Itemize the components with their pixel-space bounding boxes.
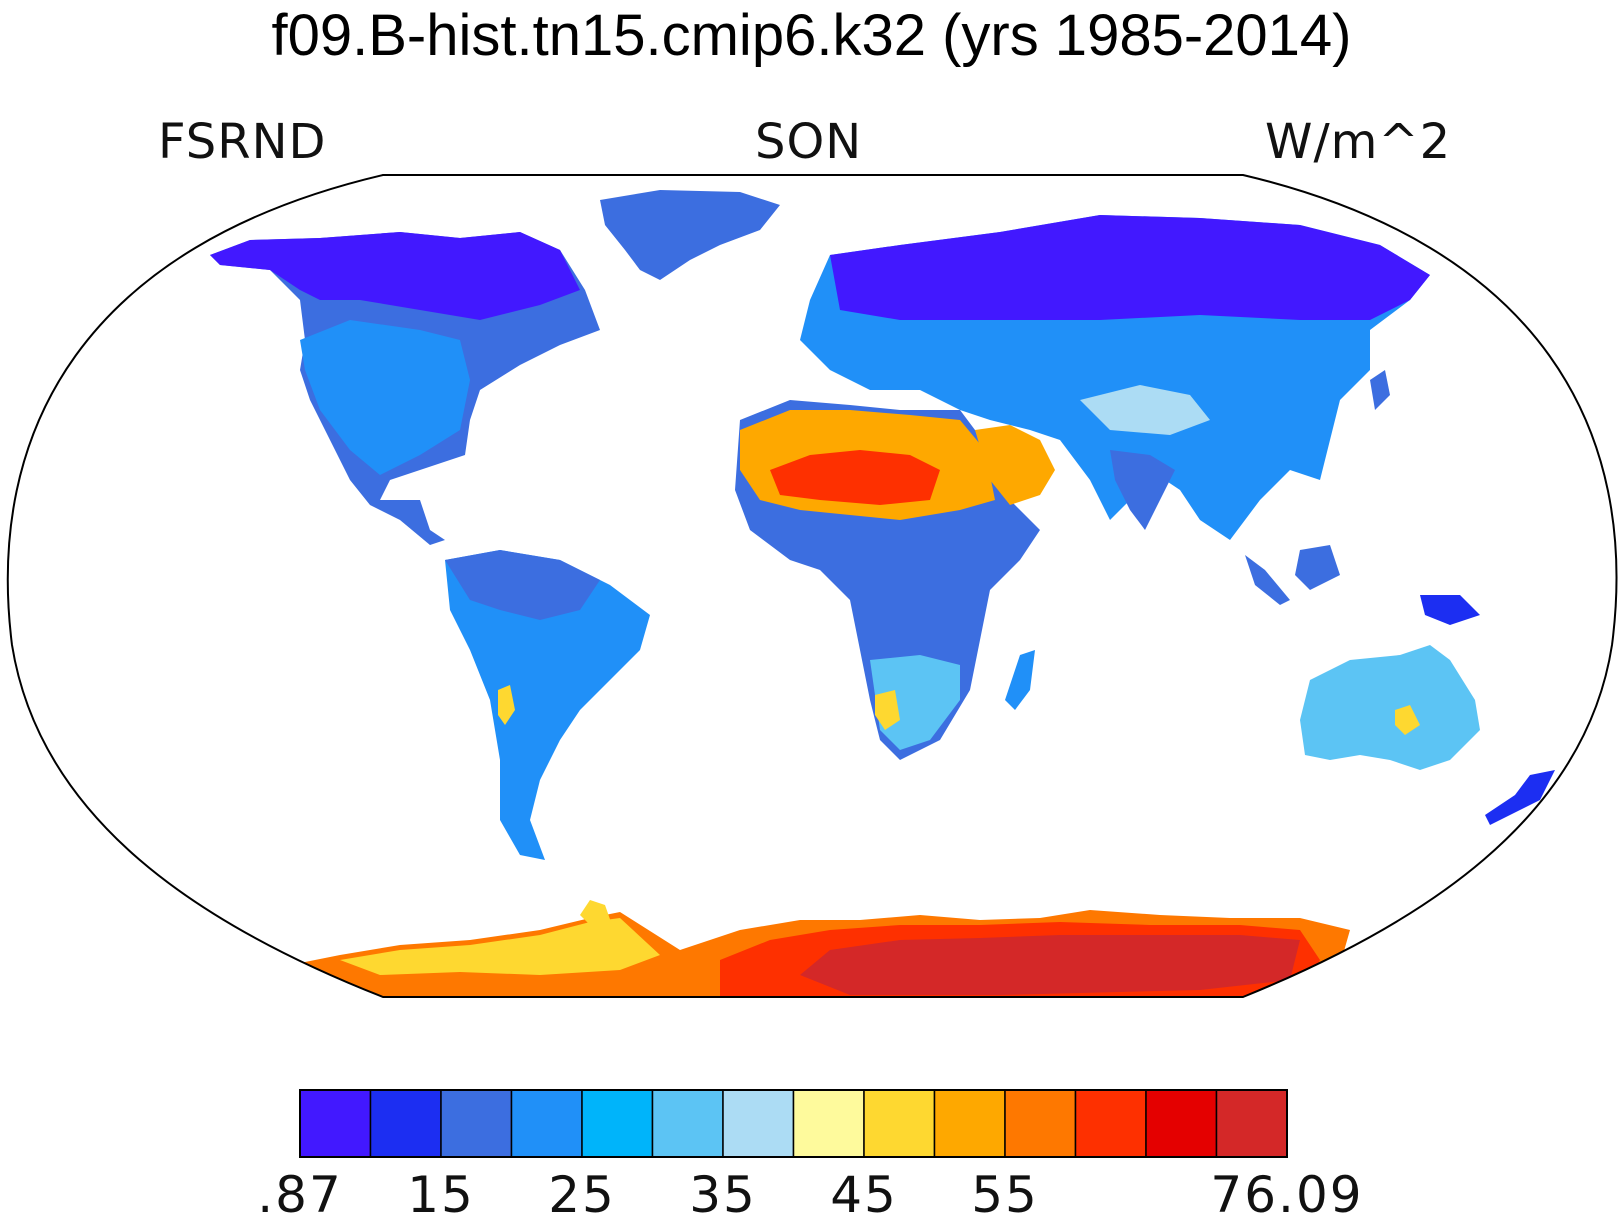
map-boundary (6, 174, 1618, 998)
colorbar-tick-label: 15 (407, 1166, 475, 1224)
colorbar-swatch (651, 1089, 724, 1158)
india (1110, 450, 1175, 530)
colorbar-swatch (369, 1089, 442, 1158)
colorbar-swatch (440, 1089, 513, 1158)
colorbar-tick-label: 45 (830, 1166, 898, 1224)
tibetan-plateau (1080, 385, 1210, 435)
units-label: W/m^2 (1265, 114, 1452, 170)
australia (1300, 645, 1480, 770)
siberia-arctic (830, 215, 1430, 320)
colorbar-swatch (510, 1089, 583, 1158)
season-label: SON (755, 114, 863, 170)
colorbar (299, 1089, 1288, 1158)
colorbar-tick-label: 76.09 (1210, 1166, 1364, 1224)
antarctica-plateau (800, 935, 1300, 995)
colorbar-swatch (792, 1089, 865, 1158)
plot-title: f09.B-hist.tn15.cmip6.k32 (yrs 1985-2014… (271, 3, 1352, 68)
colorbar-swatch (933, 1089, 1006, 1158)
variable-label: FSRND (158, 114, 327, 170)
colorbar-tick-label: 35 (689, 1166, 757, 1224)
new-guinea (1420, 595, 1480, 625)
antarctic-peninsula (580, 900, 612, 930)
colorbar-swatch (581, 1089, 654, 1158)
australia-interior-hotspot (1395, 705, 1420, 735)
colorbar-swatch (1145, 1089, 1218, 1158)
map-data-layer (7, 175, 1617, 997)
southern-africa (870, 655, 960, 750)
north-america-interior (300, 320, 470, 475)
colorbar-tick-label: 25 (548, 1166, 616, 1224)
colorbar-tick-label: 55 (971, 1166, 1039, 1224)
colorbar-swatch (722, 1089, 795, 1158)
kalahari-hotspot (875, 690, 900, 730)
colorbar-tick-label: .87 (257, 1166, 343, 1224)
sumatra (1245, 555, 1290, 605)
south-america-north (445, 550, 600, 620)
arabian-peninsula (975, 425, 1055, 505)
madagascar (1005, 650, 1035, 710)
colorbar-outline (299, 1089, 1288, 1158)
sahara-core (770, 450, 940, 505)
antarctica-west-yellow (340, 918, 660, 975)
japan (1370, 370, 1390, 410)
colorbar-swatch (1074, 1089, 1147, 1158)
altiplano-hotspot (498, 685, 515, 725)
north-america-arctic (210, 232, 580, 320)
south-america (445, 550, 650, 860)
greenland (600, 190, 780, 280)
colorbar-swatch (299, 1089, 372, 1158)
borneo (1295, 545, 1340, 590)
colorbar-swatch (1215, 1089, 1288, 1158)
colorbar-swatch (1004, 1089, 1077, 1158)
colorbar-swatch (863, 1089, 936, 1158)
new-zealand (1485, 770, 1555, 825)
